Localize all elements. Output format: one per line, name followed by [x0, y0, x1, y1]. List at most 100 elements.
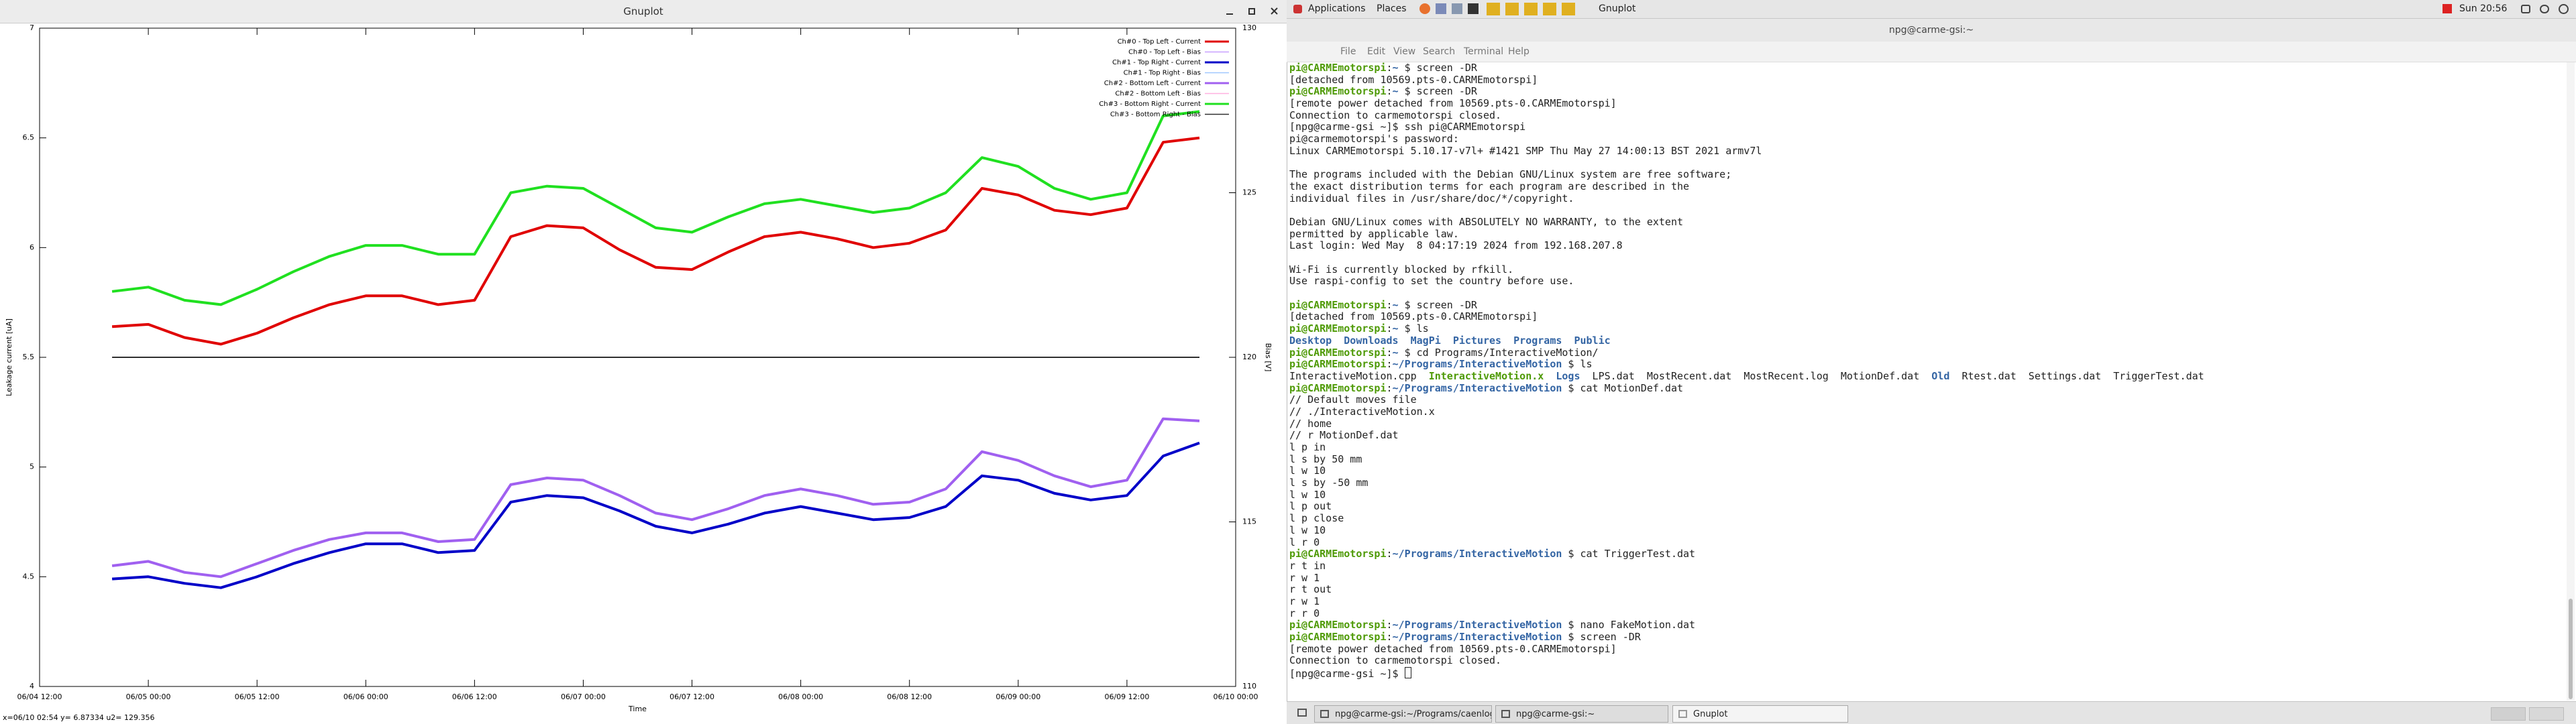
- x-tick-label: 06/04 12:00: [17, 692, 62, 701]
- terminal-text: the exact distribution terms for each pr…: [1289, 180, 1690, 192]
- tray-icon[interactable]: [2443, 4, 2452, 13]
- menu-item[interactable]: File: [1340, 46, 1356, 57]
- terminal-text: // Default moves file: [1289, 394, 1417, 406]
- x-tick-label: 06/08 00:00: [778, 692, 823, 701]
- terminal-colored-text: pi@CARMEmotorspi: [1289, 85, 1387, 98]
- terminal-line: // Default moves file: [1289, 394, 2564, 406]
- terminal-title: npg@carme-gsi:~: [1888, 25, 1974, 36]
- maximize-button[interactable]: [1248, 8, 1255, 15]
- terminal-text: [1544, 370, 1556, 382]
- terminal-text: l w 10: [1289, 524, 1326, 536]
- y2-tick-label: 125: [1242, 188, 1256, 197]
- terminal-line: pi@carmemotorspi's password:: [1289, 133, 2564, 145]
- terminal-colored-text: ~/Programs/InteractiveMotion: [1392, 619, 1562, 631]
- legend-label: Ch#1 - Top Right - Bias: [1124, 70, 1201, 77]
- terminal-line: // r MotionDef.dat: [1289, 429, 2564, 442]
- y-tick-label: 4: [30, 682, 34, 690]
- launcher-icon[interactable]: [1419, 3, 1430, 14]
- scrollbar[interactable]: [2567, 62, 2575, 701]
- clock[interactable]: Sun 20:56: [2459, 3, 2508, 14]
- launcher-icon[interactable]: [1543, 3, 1556, 15]
- terminal-text: $ nano FakeMotion.dat: [1562, 619, 1696, 631]
- menu-item[interactable]: Edit: [1367, 46, 1386, 57]
- tray-icon[interactable]: [2521, 5, 2530, 13]
- launcher-icon[interactable]: [1487, 3, 1500, 15]
- terminal-colored-text: pi@CARMEmotorspi: [1289, 381, 1387, 394]
- terminal-text: [remote power detached from 10569.pts-0.…: [1289, 97, 1617, 110]
- terminal-line: [remote power detached from 10569.pts-0.…: [1289, 643, 2564, 656]
- x-tick-label: 06/07 12:00: [669, 692, 714, 701]
- launcher-icon[interactable]: [1436, 3, 1446, 14]
- menu-item[interactable]: View: [1393, 46, 1416, 57]
- terminal-text: InteractiveMotion.cpp: [1289, 369, 1429, 382]
- terminal-text: :: [1386, 322, 1393, 335]
- x-axis-label: Time: [628, 705, 647, 713]
- terminal-text: // home: [1289, 417, 1332, 430]
- terminal-line: [detached from 10569.pts-0.CARMEmotorspi…: [1289, 74, 2564, 86]
- terminal-text: l p close: [1289, 512, 1344, 525]
- y2-tick-label: 120: [1242, 353, 1256, 361]
- workspace-switcher[interactable]: [2491, 707, 2526, 721]
- y-tick-label: 7: [30, 23, 34, 32]
- active-window-label: Gnuplot: [1599, 3, 1636, 14]
- terminal-text: :: [1386, 358, 1393, 371]
- workspace-switcher[interactable]: [2529, 707, 2564, 721]
- terminal-colored-text: pi@CARMEmotorspi: [1289, 358, 1387, 371]
- x-tick-label: 06/09 00:00: [996, 692, 1040, 701]
- taskbar-button[interactable]: Gnuplot: [1672, 705, 1848, 723]
- terminal-line: pi@CARMEmotorspi:~ $ screen -DR: [1289, 62, 2564, 74]
- terminal-text: l p in: [1289, 441, 1326, 453]
- launcher-icon[interactable]: [1505, 3, 1519, 15]
- terminal-text: :: [1386, 62, 1393, 74]
- terminal-colored-text: ~/Programs/InteractiveMotion: [1392, 381, 1562, 394]
- menu-item[interactable]: Help: [1508, 46, 1529, 57]
- applications-menu[interactable]: Applications: [1308, 3, 1366, 14]
- terminal-colored-text: pi@CARMEmotorspi: [1289, 62, 1387, 74]
- y-tick-label: 6: [30, 243, 34, 251]
- taskbar-button[interactable]: npg@carme-gsi:~: [1495, 705, 1668, 723]
- terminal-text: :: [1386, 619, 1393, 631]
- power-icon[interactable]: [2559, 4, 2569, 14]
- y2-tick-label: 115: [1242, 518, 1256, 526]
- show-desktop-icon[interactable]: [1297, 709, 1307, 717]
- gnuplot-window: Gnuplot 4 4.5 5 5.5 6 6.5 7 110 115 120 125 130 06/0…: [0, 0, 1287, 724]
- close-button[interactable]: [1271, 7, 1278, 15]
- terminal-line: [npg@carme-gsi ~]$: [1289, 667, 2564, 680]
- terminal-line: Debian GNU/Linux comes with ABSOLUTELY N…: [1289, 215, 2564, 229]
- window-controls[interactable]: [1221, 4, 1285, 19]
- terminal-line: Last login: Wed May 8 04:17:19 2024 from…: [1289, 239, 2564, 252]
- terminal-text: l r 0: [1289, 536, 1320, 548]
- terminal-text: Connection to carmemotorspi closed.: [1289, 109, 1502, 121]
- terminal-text: Connection to carmemotorspi closed.: [1289, 654, 1502, 667]
- terminal-line: [npg@carme-gsi ~]$ ssh pi@CARMEmotorspi: [1289, 121, 2564, 133]
- terminal-line: l p close: [1289, 512, 2564, 525]
- terminal-line: Use raspi-config to set the country befo…: [1289, 276, 2564, 288]
- terminal-text: pi@carmemotorspi's password:: [1289, 133, 1459, 145]
- terminal-line: pi@CARMEmotorspi:~ $ screen -DR: [1289, 299, 2564, 312]
- y-tick-label: 4.5: [23, 572, 35, 581]
- terminal-line: l r 0: [1289, 536, 2564, 549]
- terminal-text: Debian GNU/Linux comes with ABSOLUTELY N…: [1289, 215, 1683, 228]
- terminal-text: $ ls: [1398, 322, 1429, 335]
- terminal-line: pi@CARMEmotorspi:~ $ screen -DR: [1289, 86, 2564, 98]
- launcher-icon[interactable]: [1562, 3, 1575, 15]
- terminal-text: [detached from 10569.pts-0.CARMEmotorspi…: [1289, 73, 1538, 86]
- terminal-text: The programs included with the Debian GN…: [1289, 168, 1732, 181]
- scrollbar-thumb[interactable]: [2569, 599, 2573, 699]
- terminal-colored-text: ~: [1392, 346, 1399, 359]
- terminal-line: l p in: [1289, 441, 2564, 454]
- terminal-text: :: [1386, 548, 1393, 560]
- launcher-icon[interactable]: [1468, 3, 1479, 14]
- places-menu[interactable]: Places: [1377, 3, 1407, 14]
- terminal-colored-text: Old: [1931, 369, 1950, 382]
- terminal-colored-text: ~: [1392, 62, 1399, 74]
- launcher-icon[interactable]: [1524, 3, 1538, 15]
- menu-item[interactable]: Search: [1423, 46, 1456, 57]
- menu-item[interactable]: Terminal: [1464, 46, 1504, 57]
- tray-icon[interactable]: [2540, 5, 2549, 13]
- launcher-icon[interactable]: [1452, 3, 1462, 14]
- x-tick-label: 06/10 00:00: [1214, 692, 1258, 701]
- taskbar-button[interactable]: npg@carme-gsi:~/Programs/caenlog...: [1314, 705, 1492, 723]
- terminal-text: r r 0: [1289, 607, 1320, 619]
- terminal-text: r t out: [1289, 583, 1332, 596]
